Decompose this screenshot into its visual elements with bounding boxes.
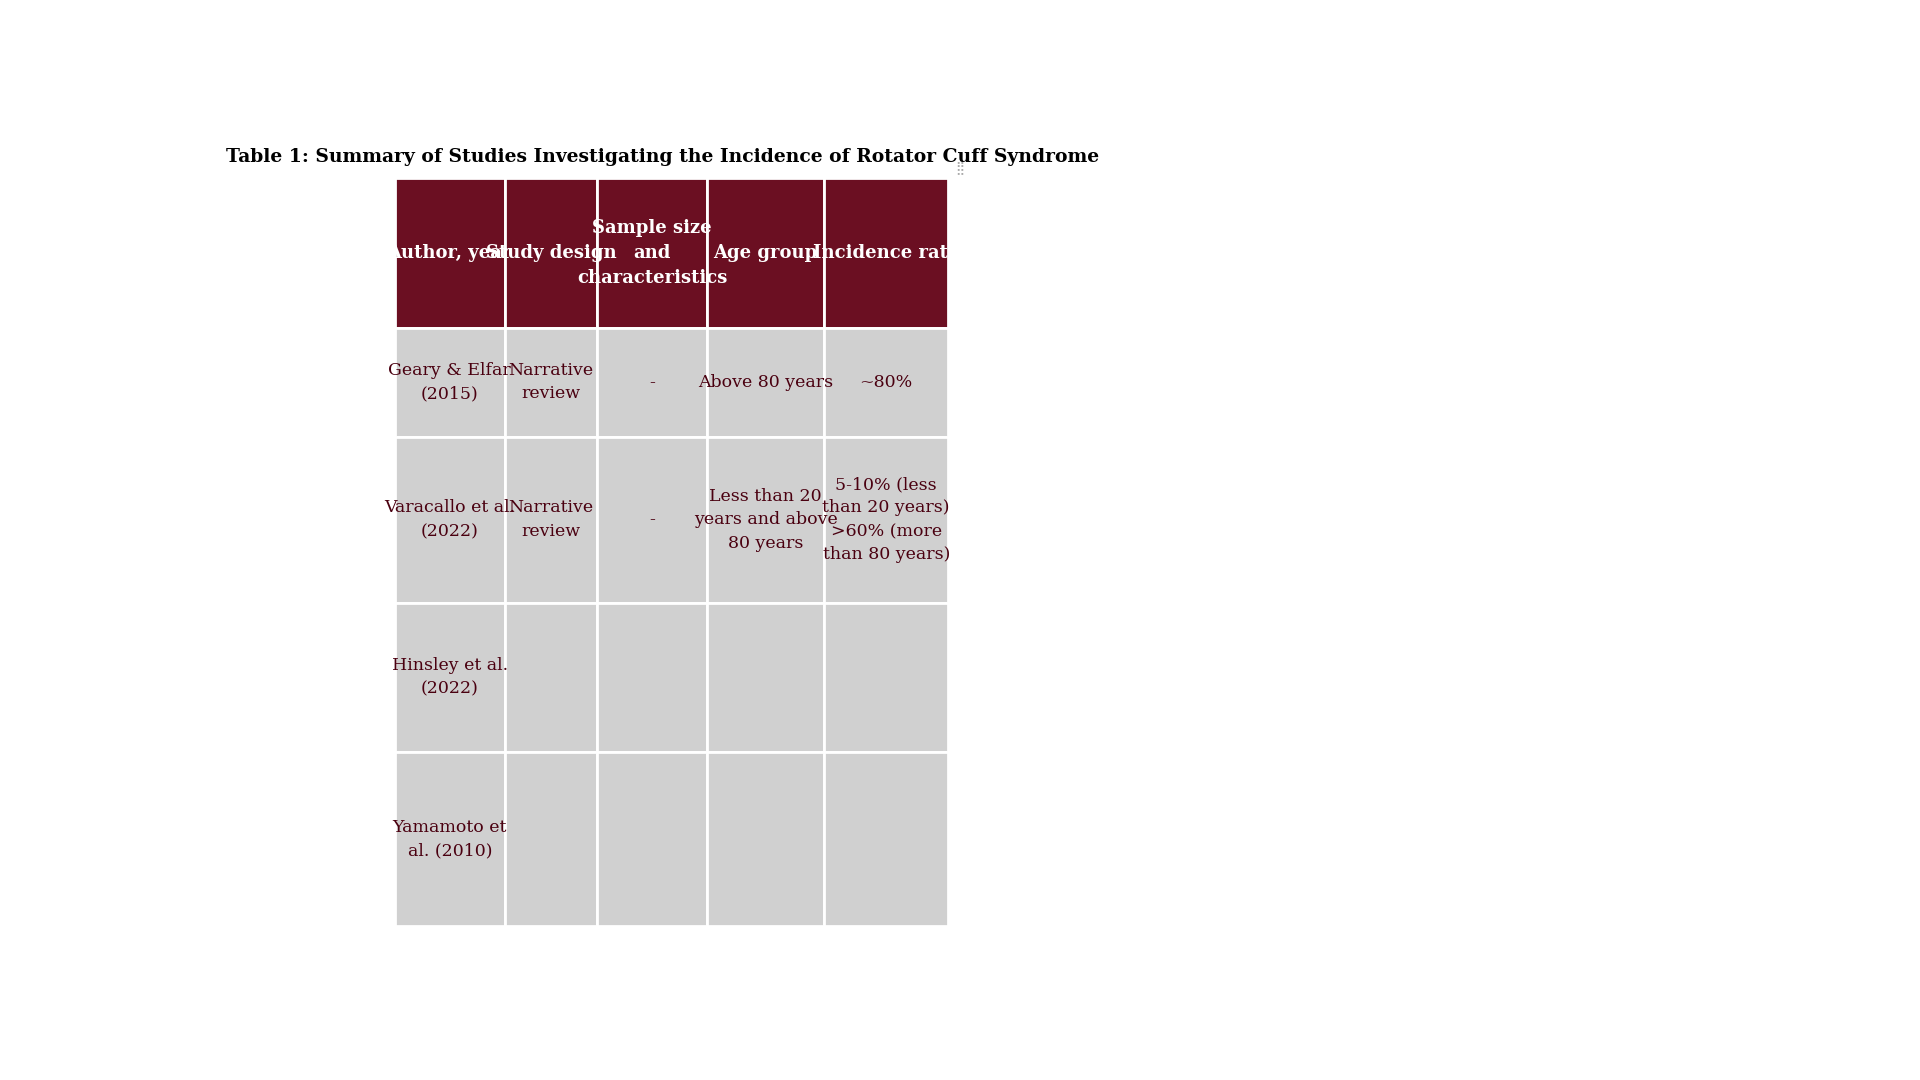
Text: Geary & Elfar
(2015): Geary & Elfar (2015) [388,362,511,403]
Bar [396,436,505,603]
Text: Incidence rate: Incidence rate [812,244,960,261]
Bar [824,178,948,327]
Text: Age group: Age group [714,244,818,261]
Text: ~80%: ~80% [860,374,912,391]
Text: Author, year: Author, year [388,244,513,261]
Text: Above 80 years: Above 80 years [699,374,833,391]
Bar [707,603,824,753]
Text: Table 1: Summary of Studies Investigating the Incidence of Rotator Cuff Syndrome: Table 1: Summary of Studies Investigatin… [227,148,1098,166]
Text: Narrative
review: Narrative review [509,499,593,540]
Text: -: - [649,374,655,391]
Bar [597,327,707,436]
Bar [396,753,505,927]
Text: Varacallo et al.
(2022): Varacallo et al. (2022) [384,499,515,540]
Text: -: - [649,511,655,528]
Text: 5-10% (less
than 20 years)
>60% (more
than 80 years): 5-10% (less than 20 years) >60% (more th… [822,476,950,564]
Bar [597,753,707,927]
Bar [707,327,824,436]
Bar [707,436,824,603]
Bar [824,603,948,753]
Text: Study design: Study design [486,244,616,261]
Text: Narrative
review: Narrative review [509,362,593,403]
Text: Less than 20
years and above
80 years: Less than 20 years and above 80 years [693,488,837,552]
Bar [505,178,597,327]
Bar [505,436,597,603]
Text: Hinsley et al.
(2022): Hinsley et al. (2022) [392,658,507,698]
Bar [824,753,948,927]
Bar [505,753,597,927]
Bar [597,178,707,327]
Text: Sample size
and
characteristics: Sample size and characteristics [576,218,728,286]
Bar [707,178,824,327]
Bar [597,436,707,603]
Bar [396,327,505,436]
Bar [824,327,948,436]
Bar [505,327,597,436]
Bar [597,603,707,753]
Bar [707,753,824,927]
Text: ⣿: ⣿ [956,161,964,174]
Bar [824,436,948,603]
Text: Yamamoto et
al. (2010): Yamamoto et al. (2010) [392,819,507,860]
Bar [396,603,505,753]
Bar [505,603,597,753]
Bar [396,178,505,327]
